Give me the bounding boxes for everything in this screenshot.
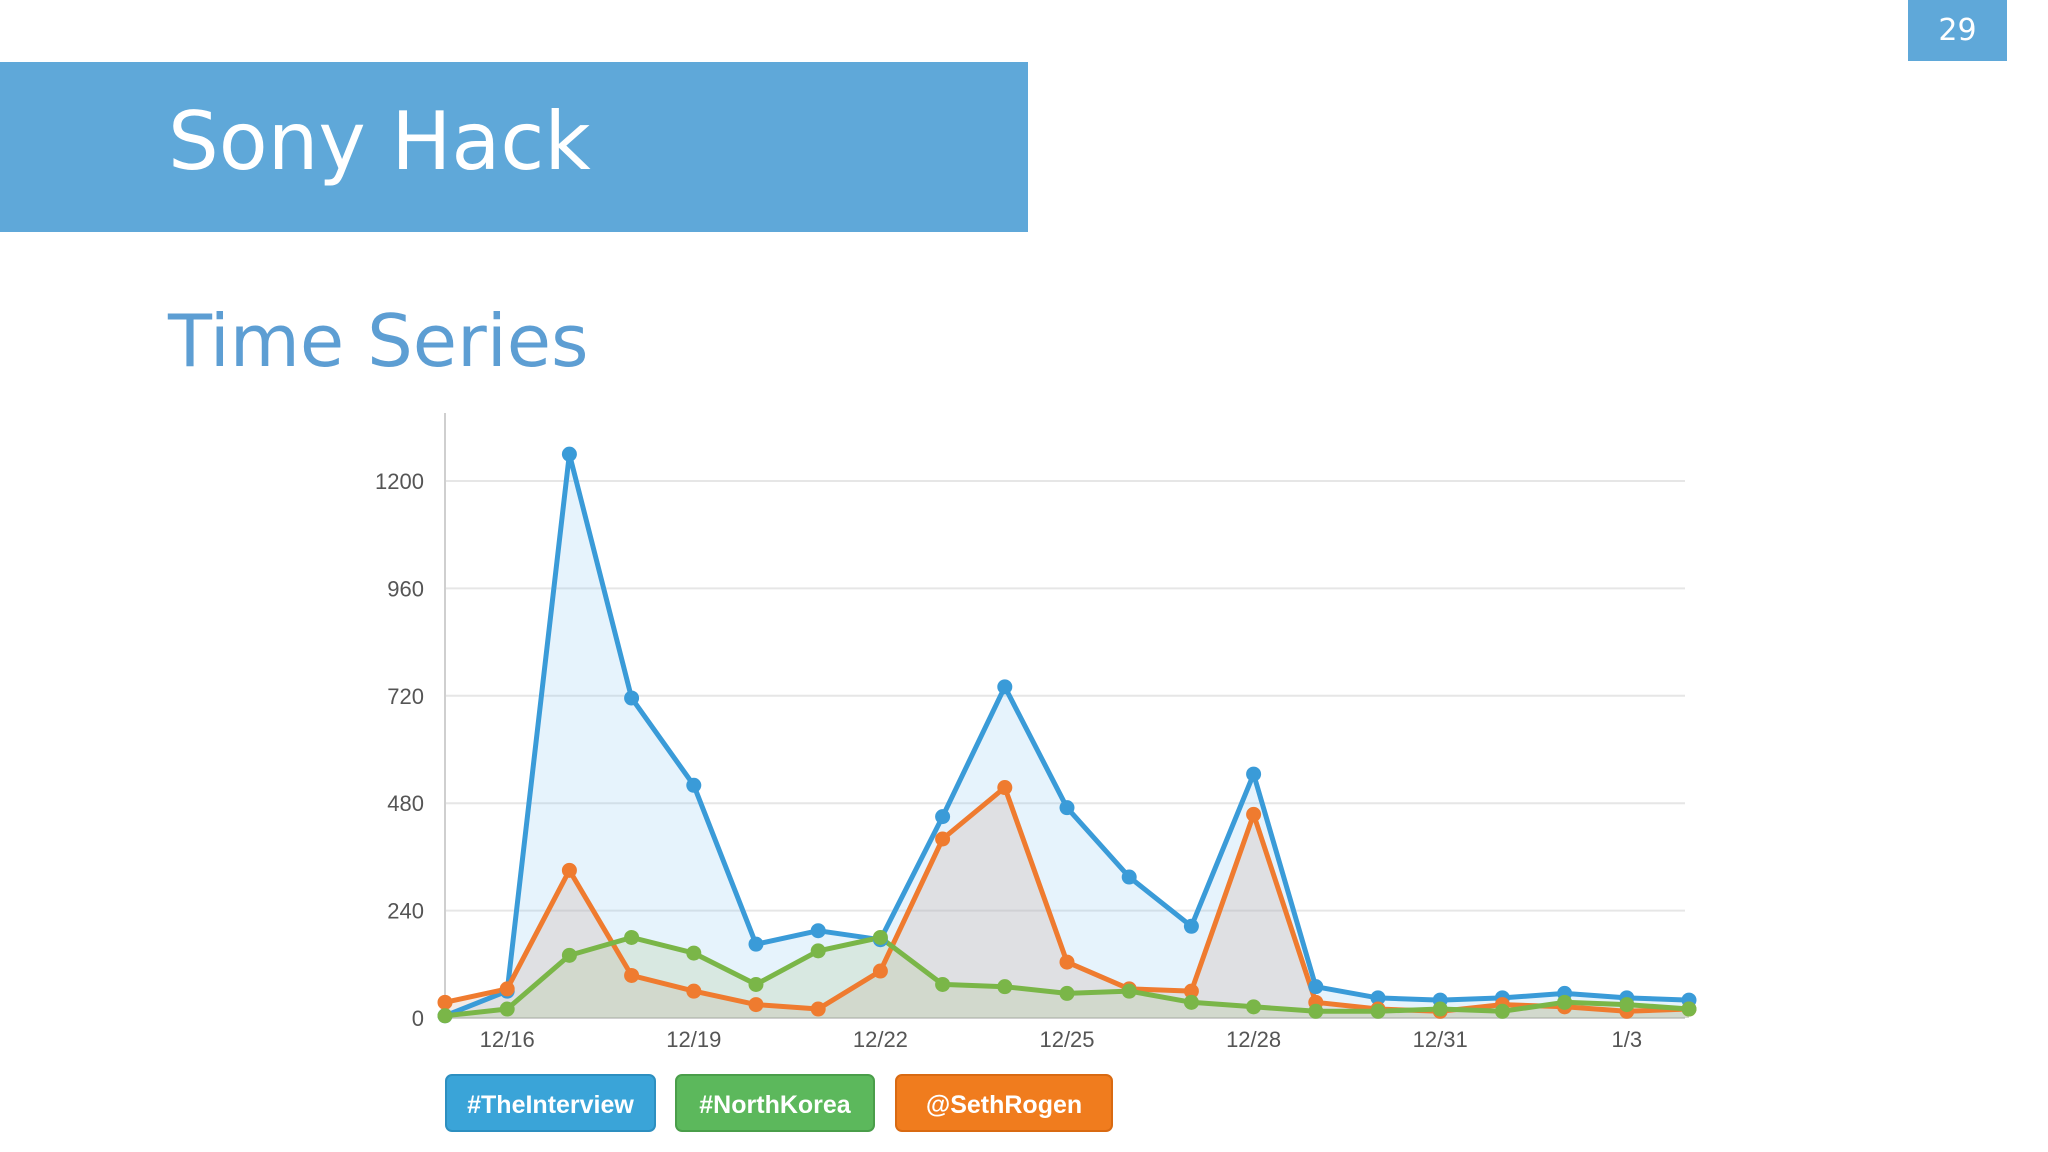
data-point <box>686 777 702 793</box>
data-point <box>1183 918 1199 934</box>
data-point <box>1370 1003 1386 1019</box>
data-point <box>561 446 577 462</box>
data-point <box>624 690 640 706</box>
data-point <box>1432 1001 1448 1017</box>
data-point <box>997 679 1013 695</box>
data-point <box>499 1001 515 1017</box>
data-point <box>686 945 702 961</box>
slide-subtitle: Time Series <box>168 299 589 383</box>
data-point <box>1619 997 1635 1013</box>
legend-theinterview[interactable]: #TheInterview <box>445 1074 656 1132</box>
data-point <box>1121 983 1137 999</box>
data-point <box>1059 954 1075 970</box>
data-point <box>437 1008 453 1024</box>
data-point <box>561 862 577 878</box>
data-point <box>997 979 1013 995</box>
data-point <box>872 963 888 979</box>
data-point <box>935 809 951 825</box>
data-point <box>624 929 640 945</box>
data-point <box>935 831 951 847</box>
data-point <box>1308 979 1324 995</box>
data-point <box>1557 994 1573 1010</box>
series-points <box>437 446 1697 1024</box>
data-point <box>810 1001 826 1017</box>
data-point <box>1059 800 1075 816</box>
data-point <box>1681 1001 1697 1017</box>
data-point <box>499 981 515 997</box>
page-number: 29 <box>1908 0 2007 61</box>
y-tick-label: 960 <box>387 576 424 601</box>
data-point <box>561 947 577 963</box>
x-tick-label: 12/22 <box>853 1027 908 1052</box>
data-point <box>1494 1003 1510 1019</box>
legend-northkorea[interactable]: #NorthKorea <box>675 1074 875 1132</box>
data-point <box>748 936 764 952</box>
y-tick-label: 480 <box>387 791 424 816</box>
x-tick-label: 12/25 <box>1039 1027 1094 1052</box>
data-point <box>1059 985 1075 1001</box>
y-tick-label: 1200 <box>375 469 424 494</box>
data-point <box>872 929 888 945</box>
x-tick-label: 12/31 <box>1413 1027 1468 1052</box>
data-point <box>1183 994 1199 1010</box>
x-axis-tick-labels: 12/16 12/19 12/22 12/25 12/28 12/31 1/3 <box>480 1027 1642 1052</box>
data-point <box>1246 999 1262 1015</box>
x-tick-label: 12/16 <box>480 1027 535 1052</box>
data-point <box>686 983 702 999</box>
y-tick-label: 720 <box>387 684 424 709</box>
data-point <box>1370 990 1386 1006</box>
data-point <box>1121 869 1137 885</box>
data-point <box>1246 806 1262 822</box>
data-point <box>1183 983 1199 999</box>
slide-title: Sony Hack <box>168 95 591 188</box>
x-tick-label: 1/3 <box>1612 1027 1643 1052</box>
data-point <box>997 780 1013 796</box>
legend-sethrogen[interactable]: @SethRogen <box>895 1074 1113 1132</box>
data-point <box>1246 766 1262 782</box>
data-point <box>935 976 951 992</box>
data-point <box>810 923 826 939</box>
x-tick-label: 12/28 <box>1226 1027 1281 1052</box>
y-axis-tick-labels: 0 240 480 720 960 1200 <box>375 469 424 1031</box>
data-point <box>1308 1003 1324 1019</box>
data-point <box>748 997 764 1013</box>
data-point <box>624 967 640 983</box>
y-tick-label: 0 <box>412 1006 424 1031</box>
data-point <box>437 994 453 1010</box>
x-tick-label: 12/19 <box>666 1027 721 1052</box>
title-band <box>0 62 1028 232</box>
area-sethrogen <box>445 787 1689 1018</box>
data-point <box>748 976 764 992</box>
data-point <box>810 943 826 959</box>
y-tick-label: 240 <box>387 899 424 924</box>
